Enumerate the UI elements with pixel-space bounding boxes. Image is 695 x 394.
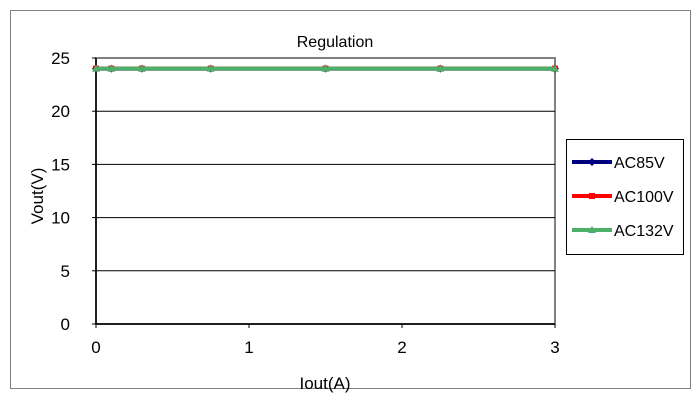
y-tick-label: 15: [51, 155, 70, 174]
legend-marker: [589, 193, 595, 199]
x-tick-label: 0: [91, 338, 100, 357]
y-axis-label: Vout(V): [28, 168, 47, 225]
legend-item-ac100v: AC100V: [572, 189, 674, 206]
legend-label: AC100V: [614, 189, 674, 206]
x-tick-label: 1: [244, 338, 253, 357]
legend-item-ac85v: AC85V: [572, 155, 665, 172]
y-tick-label: 20: [51, 102, 70, 121]
plot-area: [95, 57, 556, 325]
data-point-ac132v: [137, 64, 146, 72]
x-tick-labels: 0 1 2 3: [91, 338, 559, 357]
series-lines: [92, 64, 559, 73]
y-tick-label: 0: [61, 315, 70, 334]
data-point-ac132v: [92, 64, 100, 72]
data-point-ac132v: [107, 64, 116, 72]
data-point-ac132v: [436, 64, 445, 72]
legend-item-ac132v: AC132V: [572, 223, 674, 240]
data-point-ac132v: [206, 64, 215, 72]
legend-marker: [588, 226, 596, 233]
x-axis-label: Iout(A): [299, 374, 350, 393]
data-point-ac132v: [551, 64, 559, 72]
legend-marker: [588, 158, 596, 166]
y-tick-label: 5: [61, 262, 70, 281]
grid-lines: [96, 110, 555, 272]
legend-label: AC85V: [614, 155, 665, 172]
legend-label: AC132V: [614, 223, 674, 240]
y-tick-label: 25: [51, 49, 70, 68]
legend: AC85V AC100V AC132V: [566, 139, 684, 255]
y-tick-label: 10: [51, 209, 70, 228]
data-point-ac132v: [321, 64, 330, 72]
chart-title: Regulation: [297, 34, 374, 51]
series-ac132v: [92, 64, 559, 72]
axes: [92, 57, 556, 328]
x-tick-label: 2: [397, 338, 406, 357]
x-tick-label: 3: [550, 338, 559, 357]
y-tick-labels: 0 5 10 15 20 25: [51, 49, 70, 334]
